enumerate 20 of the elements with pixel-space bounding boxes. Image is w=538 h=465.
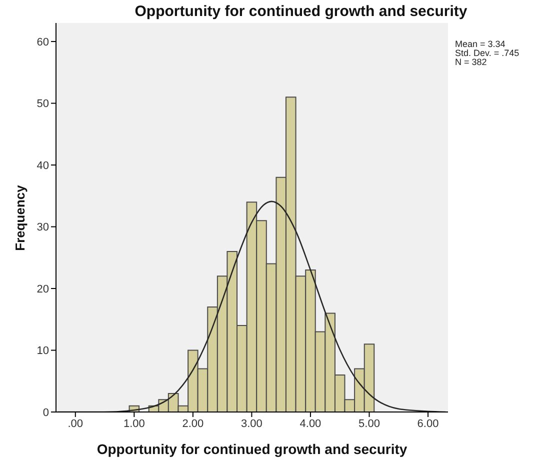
- x-tick-label: 3.00: [240, 418, 262, 430]
- chart-title: Opportunity for continued growth and security: [134, 3, 468, 20]
- y-tick-label: 0: [42, 406, 49, 419]
- x-tick-label: 1.00: [123, 418, 145, 430]
- y-tick-label: 10: [36, 345, 49, 358]
- text: N = 382: [455, 57, 488, 67]
- x-axis-title: Opportunity for continued growth and security: [96, 441, 408, 457]
- x-tick-label: 2.00: [182, 418, 204, 430]
- y-tick-label: 40: [36, 160, 49, 172]
- x-tick-label: 4.00: [300, 418, 322, 430]
- y-tick-label: 60: [36, 36, 49, 48]
- y-tick-label: 50: [36, 98, 49, 110]
- text: Mean = 3.34: [455, 39, 506, 49]
- y-axis-title: Frequency: [12, 184, 28, 250]
- y-tick-label: 20: [36, 283, 49, 296]
- x-tick-label: 5.00: [358, 418, 380, 430]
- y-tick-label: 30: [36, 222, 49, 234]
- x-tick-label: 6.00: [417, 418, 439, 430]
- x-tick-label: .00: [68, 418, 84, 430]
- text: Std. Dev. = .745: [455, 48, 520, 58]
